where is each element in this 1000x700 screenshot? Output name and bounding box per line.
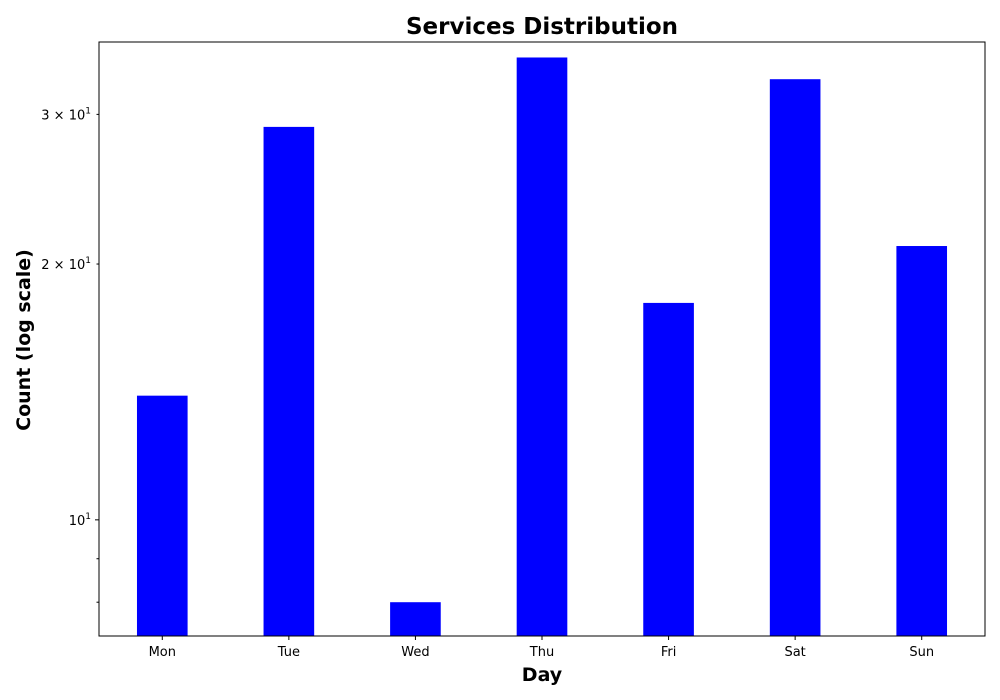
x-tick-label: Sat: [784, 645, 805, 660]
bar-tue: [263, 126, 315, 636]
bar-sun: [896, 246, 948, 636]
y-axis-ticks: 101 2 × 101 3 × 101: [41, 106, 99, 603]
y-axis-label: Count (log scale): [13, 249, 35, 431]
x-tick-label: Sun: [909, 645, 934, 660]
x-tick-label: Wed: [401, 645, 429, 660]
y-tick-label: 3 × 101: [41, 106, 91, 123]
chart-title: Services Distribution: [406, 14, 678, 40]
x-tick-label: Fri: [661, 645, 677, 660]
bars-group: [136, 57, 948, 636]
x-tick-label: Mon: [149, 645, 176, 660]
x-tick-label: Thu: [529, 645, 554, 660]
bar-thu: [516, 57, 568, 636]
x-axis-ticks: Mon Tue Wed Thu Fri Sat Sun: [149, 636, 934, 660]
bar-mon: [136, 395, 188, 636]
x-axis-label: Day: [522, 664, 563, 686]
bar-wed: [390, 602, 441, 636]
x-tick-label: Tue: [277, 645, 300, 660]
y-tick-label: 2 × 101: [41, 256, 91, 273]
bar-fri: [643, 302, 694, 636]
bar-sat: [769, 79, 821, 636]
plot-frame: [98, 41, 986, 637]
y-tick-label: 101: [69, 512, 91, 529]
